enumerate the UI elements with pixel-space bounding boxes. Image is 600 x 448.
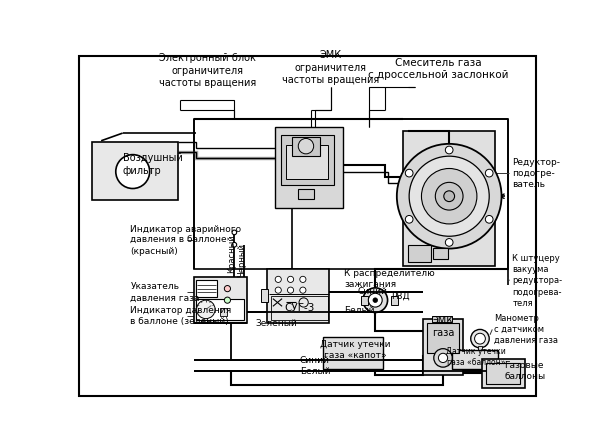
Circle shape bbox=[300, 287, 306, 293]
Bar bbox=[478, 346, 482, 353]
Bar bbox=[403, 131, 496, 266]
Circle shape bbox=[275, 276, 281, 282]
Circle shape bbox=[116, 155, 149, 189]
Text: Синий: Синий bbox=[300, 357, 329, 366]
Circle shape bbox=[232, 242, 236, 247]
Bar bbox=[432, 315, 452, 322]
Text: Смеситель газа
с дроссельной заслонкой: Смеситель газа с дроссельной заслонкой bbox=[368, 58, 509, 80]
Text: К штуцеру
вакуума
редуктора-
подогрева-
теля: К штуцеру вакуума редуктора- подогрева- … bbox=[512, 254, 562, 308]
Text: Датчик утечки
газа «баллон»: Датчик утечки газа «баллон» bbox=[446, 347, 506, 367]
Circle shape bbox=[421, 168, 477, 224]
Circle shape bbox=[409, 156, 489, 236]
Text: Воздушный
фильтр: Воздушный фильтр bbox=[123, 153, 182, 176]
Circle shape bbox=[363, 288, 388, 313]
Text: ЭМК
газа: ЭМК газа bbox=[432, 316, 454, 338]
Circle shape bbox=[406, 215, 413, 223]
Bar bbox=[196, 280, 217, 297]
Circle shape bbox=[197, 300, 215, 319]
Text: Указатель
давления газа: Указатель давления газа bbox=[130, 282, 200, 302]
Text: Красный: Красный bbox=[227, 235, 236, 273]
Circle shape bbox=[287, 287, 293, 293]
Text: РВД: РВД bbox=[391, 292, 409, 301]
Text: Белый: Белый bbox=[344, 306, 375, 315]
Circle shape bbox=[397, 144, 502, 249]
Circle shape bbox=[287, 276, 293, 282]
Circle shape bbox=[232, 230, 236, 235]
Text: Черный: Черный bbox=[238, 243, 247, 277]
Circle shape bbox=[298, 138, 314, 154]
Circle shape bbox=[300, 276, 306, 282]
Text: Индикатор аварийного
давления в баллоне
(красный): Индикатор аварийного давления в баллоне … bbox=[130, 224, 242, 256]
Text: Индикатор давления
в баллоне (зеленый): Индикатор давления в баллоне (зеленый) bbox=[130, 306, 232, 326]
Bar bbox=[482, 359, 524, 388]
Circle shape bbox=[485, 215, 493, 223]
Text: Зеленый: Зеленый bbox=[255, 319, 297, 328]
Text: Электронный блок
ограничителя
частоты вращения: Электронный блок ограничителя частоты вр… bbox=[159, 53, 256, 88]
Bar bbox=[298, 189, 314, 199]
Circle shape bbox=[436, 182, 463, 210]
Bar bbox=[292, 137, 320, 156]
Circle shape bbox=[275, 287, 281, 293]
Bar bbox=[275, 127, 343, 208]
Bar bbox=[194, 119, 508, 269]
Text: К распределителю
зажигания: К распределителю зажигания bbox=[344, 268, 435, 289]
Bar bbox=[427, 323, 459, 353]
Circle shape bbox=[444, 191, 455, 202]
Bar bbox=[361, 296, 368, 305]
Text: Манометр
с датчиком
давления газа: Манометр с датчиком давления газа bbox=[494, 314, 558, 345]
Text: СУГ-3: СУГ-3 bbox=[284, 303, 315, 313]
Circle shape bbox=[368, 293, 382, 307]
Circle shape bbox=[406, 169, 413, 177]
Bar bbox=[486, 362, 520, 384]
Circle shape bbox=[434, 349, 452, 367]
Circle shape bbox=[224, 285, 230, 292]
Bar bbox=[323, 337, 383, 370]
Text: Датчик утечки
газа «капот»: Датчик утечки газа «капот» bbox=[320, 340, 391, 360]
Bar bbox=[196, 299, 244, 320]
Bar bbox=[262, 289, 268, 302]
Bar bbox=[281, 134, 334, 185]
Bar bbox=[452, 350, 499, 370]
Bar bbox=[407, 245, 431, 262]
Bar bbox=[286, 145, 328, 179]
Circle shape bbox=[471, 329, 489, 348]
Circle shape bbox=[373, 298, 377, 302]
Bar bbox=[92, 142, 178, 200]
Text: Газовые
баллоны: Газовые баллоны bbox=[505, 361, 546, 381]
Circle shape bbox=[485, 169, 493, 177]
Bar bbox=[220, 308, 227, 315]
Circle shape bbox=[439, 353, 448, 362]
Bar bbox=[268, 269, 329, 323]
Bar bbox=[391, 296, 398, 305]
Text: Белый: Белый bbox=[300, 367, 331, 376]
Bar bbox=[194, 277, 247, 323]
Bar bbox=[433, 248, 448, 259]
Circle shape bbox=[475, 333, 485, 344]
Text: ЭМК
ограничителя
частоты вращения: ЭМК ограничителя частоты вращения bbox=[282, 50, 379, 85]
Circle shape bbox=[445, 146, 453, 154]
Bar bbox=[271, 296, 328, 320]
Bar bbox=[423, 319, 463, 375]
Circle shape bbox=[224, 297, 230, 303]
Text: Редуктор-
подогре-
ватель: Редуктор- подогре- ватель bbox=[512, 158, 560, 189]
Text: Синий: Синий bbox=[358, 287, 388, 296]
Circle shape bbox=[445, 238, 453, 246]
